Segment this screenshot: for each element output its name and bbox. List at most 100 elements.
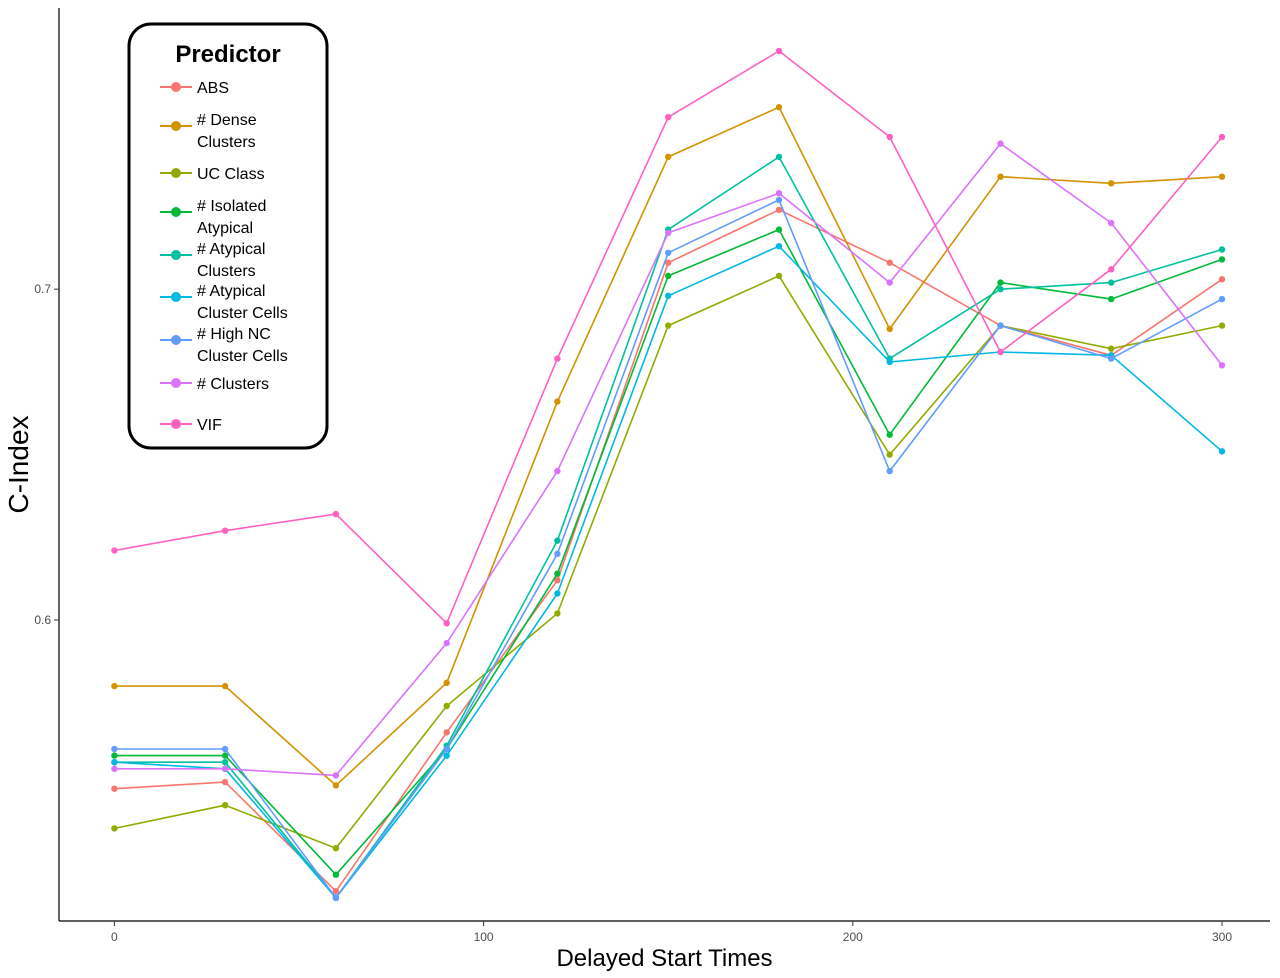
data-point-vif-0: [111, 547, 118, 554]
data-point-uc-class-0: [111, 825, 118, 832]
data-point-clusters-300: [1218, 362, 1226, 369]
data-point-clusters-30: [221, 765, 229, 772]
legend-label: # High NC: [197, 326, 271, 343]
data-point-vif-30: [221, 527, 229, 534]
legend-label: Cluster Cells: [197, 305, 288, 322]
data-point-high-nc-cluster-cells-180: [775, 196, 783, 204]
data-point-high-nc-cluster-cells-60: [332, 894, 340, 901]
data-point-dense-clusters-180: [775, 104, 783, 111]
x-tick-label: 300: [1212, 930, 1232, 944]
legend-key-point: [171, 250, 181, 260]
data-point-uc-class-210: [886, 451, 893, 458]
data-point-vif-270: [1108, 266, 1115, 273]
data-point-high-nc-cluster-cells-120: [554, 550, 561, 557]
series-high-nc-cluster-cells: [111, 196, 1226, 901]
data-point-isolated-atypical-0: [111, 752, 118, 759]
series-isolated-atypical: [111, 226, 1226, 878]
legend-item-clusters: # Clusters: [160, 376, 269, 393]
data-point-abs-30: [221, 778, 229, 786]
legend-item-atypical-clusters: # Atypical Clusters: [160, 241, 265, 280]
legend-label: # Clusters: [197, 376, 269, 393]
data-point-atypical-cluster-cells-90: [443, 752, 450, 759]
y-tick-label: 0.7: [34, 282, 51, 296]
data-point-isolated-atypical-300: [1218, 256, 1226, 263]
series-vif: [111, 47, 1226, 627]
data-point-vif-60: [332, 510, 340, 518]
data-point-dense-clusters-270: [1108, 180, 1115, 187]
x-tick-label: 0: [111, 930, 118, 944]
data-point-high-nc-cluster-cells-0: [111, 745, 118, 753]
legend-label: Cluster Cells: [197, 348, 288, 365]
y-tick-label: 0.6: [34, 613, 51, 627]
data-point-clusters-0: [111, 765, 118, 772]
data-point-high-nc-cluster-cells-150: [665, 249, 672, 256]
data-point-dense-clusters-90: [443, 679, 450, 686]
data-point-clusters-150: [665, 229, 672, 237]
legend-key-point: [171, 207, 181, 217]
data-point-dense-clusters-60: [332, 782, 340, 789]
data-point-isolated-atypical-240: [997, 279, 1004, 286]
data-point-atypical-clusters-270: [1108, 279, 1115, 286]
legend-item-vif: VIF: [160, 417, 222, 434]
legend-label: VIF: [197, 417, 222, 434]
data-point-high-nc-cluster-cells-270: [1108, 355, 1115, 362]
data-point-atypical-clusters-240: [997, 286, 1004, 293]
data-point-dense-clusters-240: [997, 173, 1004, 180]
data-point-clusters-90: [443, 639, 450, 647]
legend: Predictor ABS # Dense Clusters UC Class # Iso…: [127, 22, 329, 450]
legend-label: ABS: [197, 80, 229, 97]
legend-label: # Atypical: [197, 283, 265, 300]
legend-item-high-nc-cluster-cells: # High NC Cluster Cells: [160, 326, 288, 365]
data-point-dense-clusters-300: [1218, 173, 1226, 180]
data-point-high-nc-cluster-cells-300: [1218, 295, 1226, 303]
data-point-abs-120: [554, 577, 561, 584]
data-point-uc-class-120: [554, 610, 561, 617]
data-point-atypical-cluster-cells-180: [775, 243, 783, 250]
data-point-vif-240: [997, 348, 1004, 356]
legend-item-dense-clusters: # Dense Clusters: [160, 112, 257, 151]
legend-key-point: [171, 82, 181, 92]
legend-label: # Dense: [197, 112, 257, 129]
data-point-clusters-180: [775, 190, 783, 197]
data-point-clusters-60: [332, 772, 340, 779]
data-point-dense-clusters-150: [665, 153, 672, 161]
data-point-high-nc-cluster-cells-30: [221, 745, 229, 753]
data-point-clusters-240: [997, 140, 1004, 147]
data-point-atypical-clusters-180: [775, 153, 783, 161]
data-point-isolated-atypical-270: [1108, 295, 1115, 303]
data-point-vif-90: [443, 620, 450, 627]
data-point-abs-180: [775, 206, 783, 213]
data-point-abs-60: [332, 888, 340, 895]
data-point-atypical-cluster-cells-0: [111, 759, 118, 766]
data-point-uc-class-180: [775, 272, 783, 280]
legend-key-point: [171, 121, 181, 131]
data-point-abs-150: [665, 259, 672, 266]
data-point-uc-class-60: [332, 845, 340, 852]
data-point-uc-class-90: [443, 702, 450, 710]
data-point-vif-150: [665, 114, 672, 121]
data-point-isolated-atypical-120: [554, 570, 561, 577]
data-point-abs-300: [1218, 276, 1226, 283]
data-point-vif-210: [886, 133, 893, 141]
legend-key-point: [171, 168, 181, 178]
legend-label: Atypical: [197, 220, 253, 237]
data-point-clusters-210: [886, 279, 893, 286]
data-point-isolated-atypical-210: [886, 431, 893, 438]
data-point-uc-class-300: [1218, 322, 1226, 329]
data-point-vif-180: [775, 47, 783, 55]
data-point-uc-class-30: [221, 802, 229, 809]
legend-key-point: [171, 292, 181, 302]
legend-label: # Atypical: [197, 241, 265, 258]
legend-key-point: [171, 378, 181, 388]
data-point-clusters-120: [554, 467, 561, 475]
series-clusters: [111, 140, 1226, 779]
data-point-atypical-clusters-120: [554, 537, 561, 544]
data-point-clusters-270: [1108, 219, 1115, 227]
x-tick-label: 200: [843, 930, 863, 944]
data-point-abs-0: [111, 785, 118, 792]
data-point-atypical-clusters-30: [221, 759, 229, 766]
legend-label: Clusters: [197, 263, 256, 280]
data-point-dense-clusters-120: [554, 398, 561, 405]
legend-key-point: [171, 335, 181, 345]
